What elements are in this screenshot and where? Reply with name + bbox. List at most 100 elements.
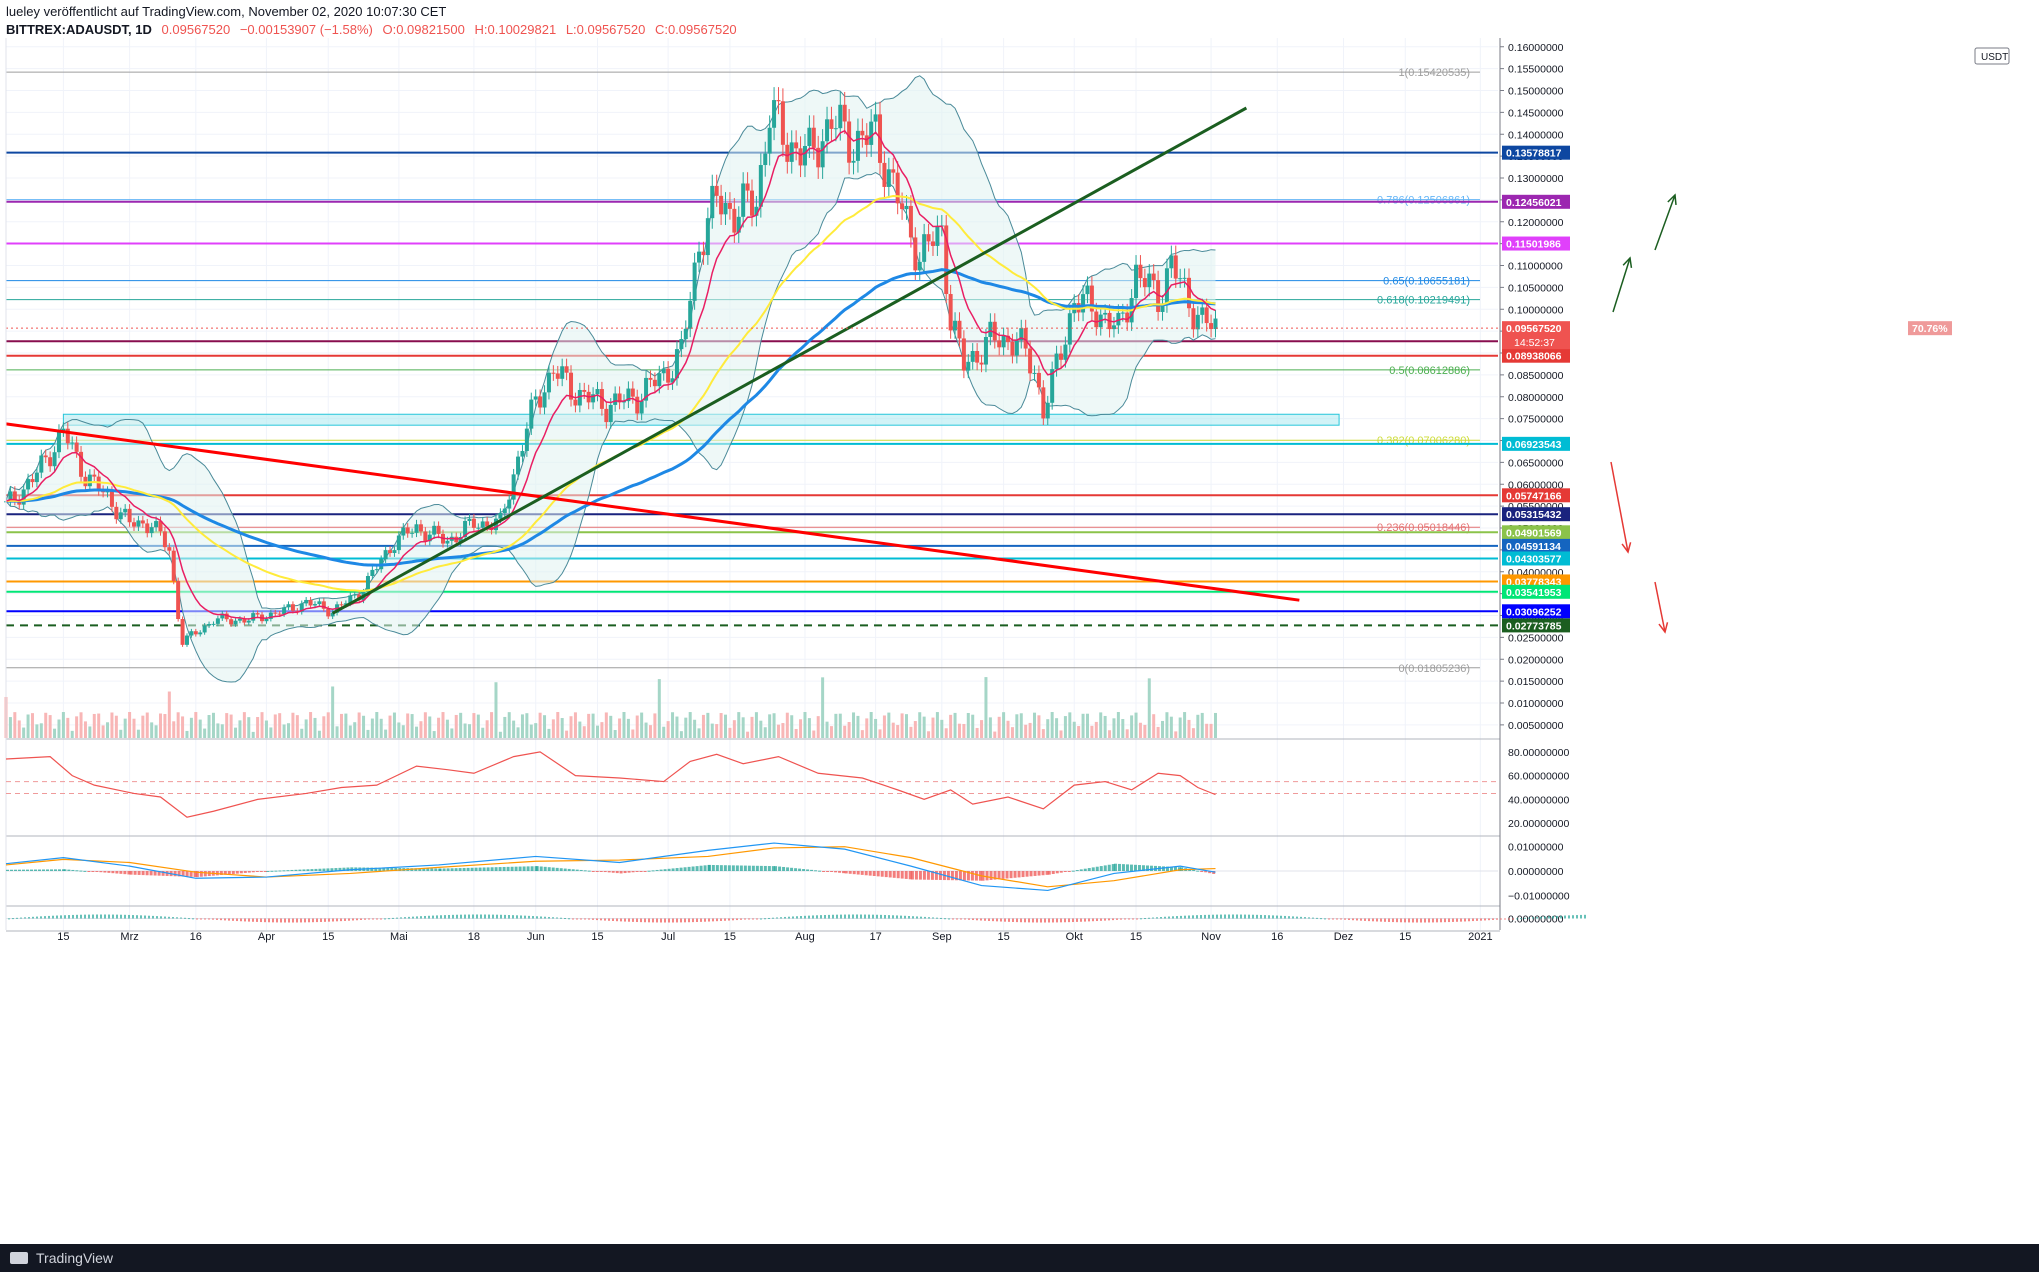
osc-bar <box>228 918 230 921</box>
volume-bar <box>715 724 719 738</box>
osc-bar <box>48 915 50 919</box>
osc-bar <box>1144 918 1146 920</box>
volume-bar <box>569 716 573 738</box>
macd-histogram-bar <box>635 871 639 872</box>
osc-bar <box>800 916 802 919</box>
volume-bar <box>1010 727 1014 738</box>
volume-bar <box>529 724 533 738</box>
candle-body <box>401 527 406 536</box>
osc-bar <box>660 918 662 923</box>
candle-body <box>613 393 618 405</box>
macd-histogram-bar <box>695 866 699 871</box>
volume-bar <box>331 686 335 738</box>
osc-bar <box>436 915 438 919</box>
volume-bar <box>1037 715 1041 738</box>
osc-bar <box>612 918 614 922</box>
x-tick-label: 18 <box>468 931 480 943</box>
osc-bar <box>1300 916 1302 919</box>
symbol-label[interactable]: BITTREX:ADAUSDT, 1D <box>6 22 152 37</box>
candle-body <box>577 389 582 406</box>
osc-bar <box>808 915 810 919</box>
osc-bar <box>416 916 418 919</box>
candle-body <box>648 377 653 380</box>
osc-bar <box>512 915 514 919</box>
osc-bar <box>608 918 610 921</box>
osc-bar <box>448 914 450 919</box>
osc-bar <box>1108 918 1110 921</box>
osc-bar <box>600 918 602 921</box>
candle-body <box>158 521 163 532</box>
osc-bar <box>1044 918 1046 923</box>
osc-bar <box>804 915 806 919</box>
osc-bar <box>828 914 830 919</box>
volume-bar <box>900 713 904 738</box>
candle-body <box>599 389 604 409</box>
volume-bar <box>1103 715 1107 738</box>
candle-body <box>953 320 958 331</box>
candle-body <box>1147 273 1152 288</box>
x-tick-label: 15 <box>322 931 334 943</box>
osc-bar <box>1328 918 1330 920</box>
macd-histogram-bar <box>1137 865 1141 871</box>
candle-body <box>149 527 154 534</box>
candle-body <box>560 366 565 379</box>
price-level-badge <box>1502 194 1570 209</box>
macd-histogram-bar <box>1083 868 1087 871</box>
macd-histogram-bar <box>1041 871 1045 876</box>
macd-histogram-bar <box>822 871 826 872</box>
candle-body <box>794 142 799 149</box>
rsi-tick-label: 80.00000000 <box>1508 747 1569 759</box>
osc-bar <box>872 914 874 919</box>
candle-body <box>895 172 900 204</box>
volume-bar <box>481 727 485 738</box>
candle-body <box>997 340 1002 348</box>
macd-histogram-bar <box>306 869 310 871</box>
macd-tick-label: 0.01000000 <box>1508 842 1564 854</box>
macd-histogram-bar <box>814 870 818 872</box>
volume-bar <box>53 728 57 738</box>
macd-histogram-bar <box>1017 871 1021 878</box>
osc-bar <box>688 918 690 923</box>
osc-bar <box>332 918 334 922</box>
macd-histogram-bar <box>14 869 17 871</box>
osc-bar <box>868 914 870 919</box>
candle-body <box>833 128 838 130</box>
candle-body <box>432 525 437 535</box>
candle-body <box>282 607 287 615</box>
volume-bar <box>626 718 630 738</box>
candle-body <box>140 520 145 524</box>
candle-body <box>304 599 309 604</box>
macd-histogram-bar <box>334 868 338 871</box>
osc-bar <box>916 916 918 919</box>
osc-bar <box>812 915 814 919</box>
volume-bar <box>944 728 948 738</box>
macd-histogram-bar <box>842 871 846 874</box>
price-level-badge <box>1502 236 1570 251</box>
macd-histogram-bar <box>651 870 655 872</box>
x-tick-label: 15 <box>1130 931 1142 943</box>
candle-body <box>639 400 644 414</box>
candle-body <box>348 595 353 604</box>
candle-body <box>851 160 856 163</box>
macd-histogram-bar <box>707 864 711 871</box>
volume-bar <box>384 729 388 738</box>
candle-body <box>43 455 48 458</box>
y-tick-label: 0.07500000 <box>1508 414 1564 426</box>
price-level-badge <box>1502 507 1570 522</box>
macd-histogram-bar <box>868 871 872 876</box>
macd-histogram-bar <box>386 867 390 871</box>
volume-bar <box>57 719 61 738</box>
osc-bar <box>1408 918 1410 923</box>
volume-bar <box>966 712 970 738</box>
candle-body <box>1032 372 1037 374</box>
macd-histogram-bar <box>619 871 623 874</box>
osc-bar <box>292 918 294 923</box>
footer-brand[interactable]: TradingView <box>36 1250 114 1266</box>
osc-bar <box>480 914 482 919</box>
osc-bar <box>28 917 30 919</box>
osc-bar <box>684 918 686 923</box>
price-chart[interactable]: 15 Mrz 16 Apr 15 Mai 18 Jun 15 Jul 15 Aug 17 Sep 15 Okt… <box>0 0 2039 1244</box>
osc-bar <box>384 918 386 920</box>
osc-bar <box>1124 918 1126 920</box>
rsi-tick-label: 60.00000000 <box>1508 771 1569 783</box>
